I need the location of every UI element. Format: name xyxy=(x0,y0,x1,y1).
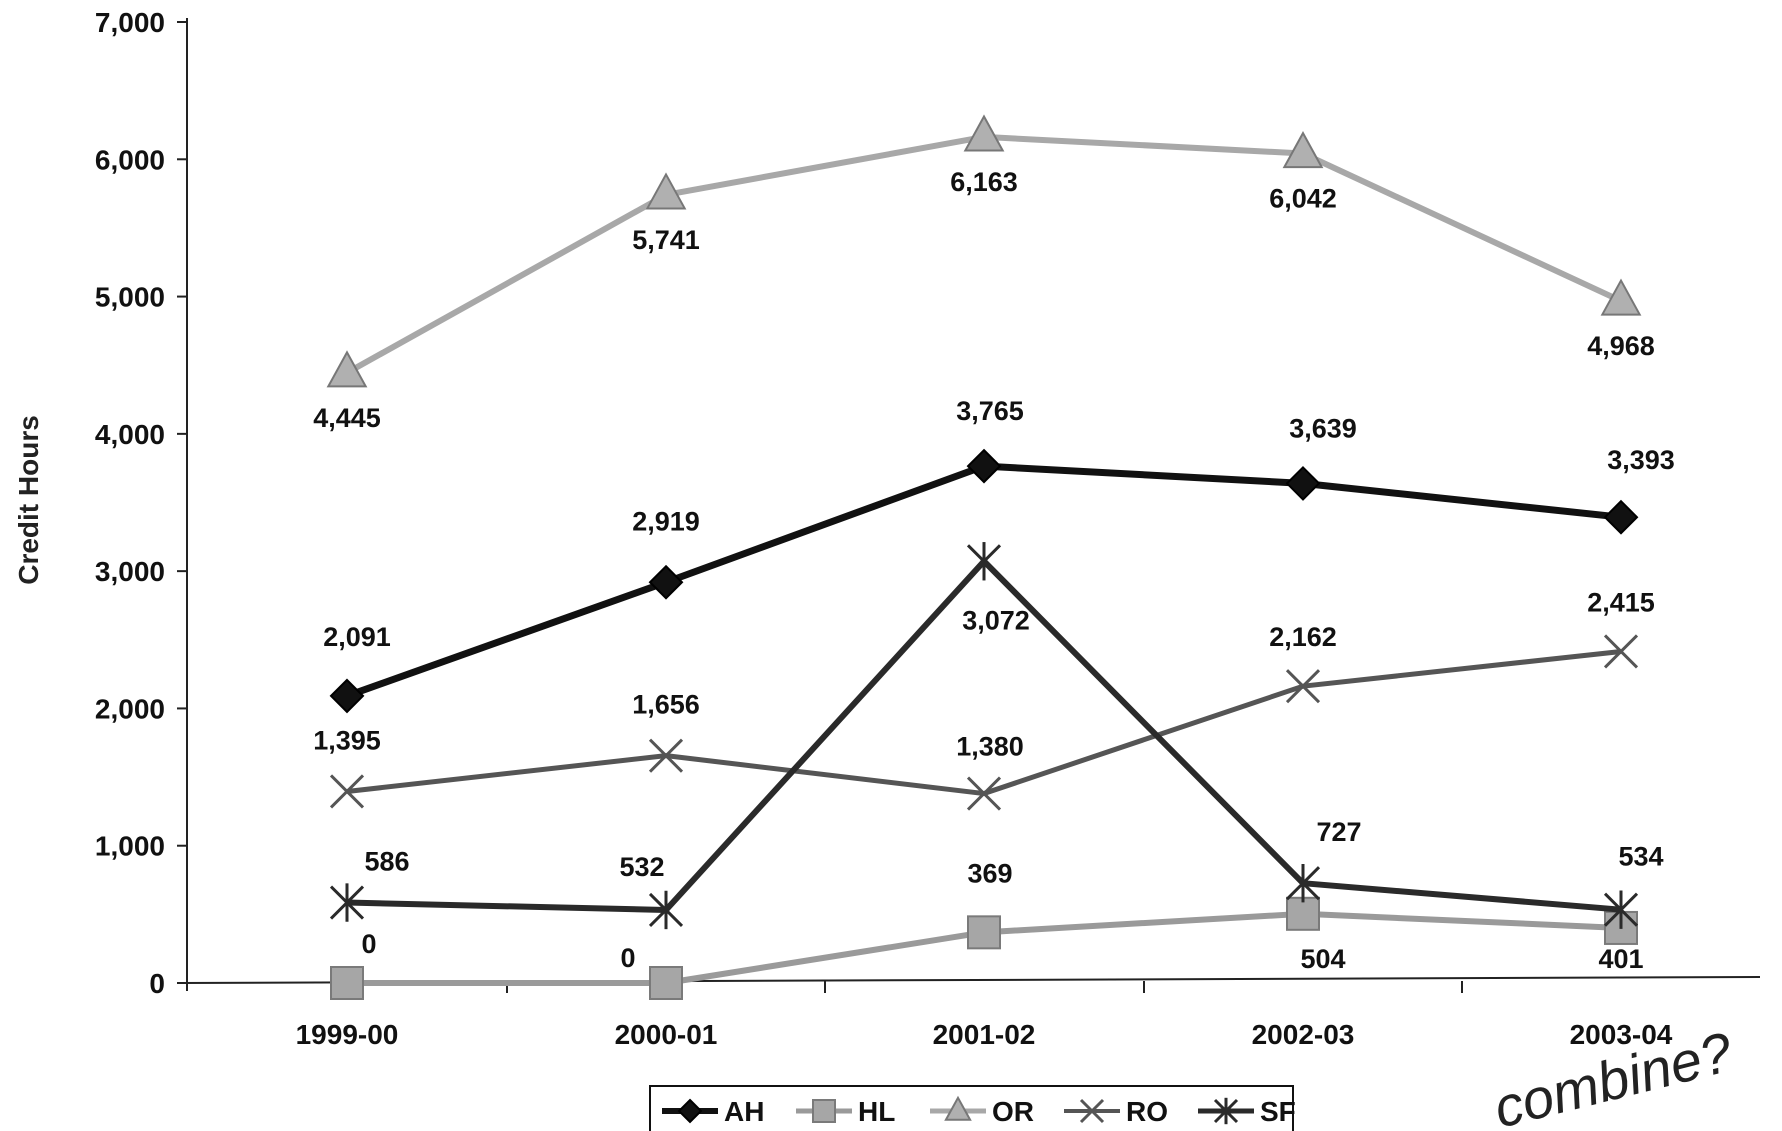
data-label-ro: 2,415 xyxy=(1587,587,1655,617)
x-marker-stroke xyxy=(1603,634,1639,669)
data-label-hl: 0 xyxy=(361,929,376,959)
series-lines xyxy=(326,114,1642,1000)
legend-marker xyxy=(944,1095,972,1121)
data-point-ah xyxy=(966,448,1002,484)
data-point-or xyxy=(326,350,368,388)
data-point-sf xyxy=(1603,890,1639,929)
data-label-or: 6,163 xyxy=(950,167,1018,197)
series-ah xyxy=(329,448,1639,714)
data-point-ah xyxy=(329,678,365,714)
data-label-hl: 401 xyxy=(1598,944,1643,974)
data-point-ro xyxy=(329,774,365,809)
legend-item-sf: SF xyxy=(1198,1096,1296,1127)
data-point-ro xyxy=(966,776,1002,811)
data-label-sf: 727 xyxy=(1316,817,1361,847)
data-label-ro: 2,162 xyxy=(1269,622,1337,652)
data-label-or: 4,445 xyxy=(313,403,381,433)
data-point-sf xyxy=(1285,863,1321,903)
x-tick-label: 1999-00 xyxy=(296,1019,399,1050)
data-label-or: 4,968 xyxy=(1587,331,1655,361)
data-point-hl xyxy=(967,915,1001,950)
data-point-hl xyxy=(649,966,683,1000)
data-label-ro: 1,380 xyxy=(956,732,1024,762)
x-tick-label: 2001-02 xyxy=(933,1019,1036,1050)
x-marker-stroke xyxy=(966,776,1002,811)
series-or xyxy=(326,114,1642,388)
data-point-ro xyxy=(1603,634,1639,669)
legend-label: RO xyxy=(1126,1096,1168,1127)
data-label-ro: 1,395 xyxy=(313,725,381,755)
x-marker-stroke xyxy=(1079,1098,1105,1124)
legend-marker xyxy=(677,1098,703,1124)
series-hl xyxy=(330,896,1638,1000)
data-point-or xyxy=(1600,278,1642,316)
data-point-ro xyxy=(1285,669,1321,704)
series-ro xyxy=(329,634,1639,811)
data-label-hl: 504 xyxy=(1300,944,1345,974)
data-label-ah: 3,393 xyxy=(1607,445,1675,475)
legend-item-ah: AH xyxy=(662,1096,764,1127)
y-tick-label: 0 xyxy=(149,968,165,999)
data-point-hl xyxy=(330,966,364,1000)
y-tick-label: 7,000 xyxy=(95,7,165,38)
data-label-sf: 534 xyxy=(1618,842,1663,872)
y-tick-label: 1,000 xyxy=(95,831,165,862)
x-tick-label: 2002-03 xyxy=(1252,1019,1355,1050)
y-axis-title: Credit Hours xyxy=(13,415,44,585)
data-label-or: 6,042 xyxy=(1269,184,1337,214)
legend-item-hl: HL xyxy=(796,1096,895,1127)
data-label-ah: 2,091 xyxy=(323,622,391,652)
data-label-sf: 586 xyxy=(364,847,409,877)
data-label-sf: 532 xyxy=(619,852,664,882)
data-point-ah xyxy=(1603,499,1639,535)
y-tick-label: 3,000 xyxy=(95,556,165,587)
legend-label: HL xyxy=(858,1096,895,1127)
series-sf xyxy=(329,542,1639,930)
data-point-hl xyxy=(1286,896,1320,931)
data-label-ro: 1,656 xyxy=(632,690,700,720)
data-point-or xyxy=(1282,131,1324,169)
y-tick-label: 5,000 xyxy=(95,282,165,313)
data-point-ah xyxy=(648,564,684,600)
x-tick-label: 2003-04 xyxy=(1570,1019,1673,1050)
data-label-ah: 3,639 xyxy=(1289,413,1357,443)
x-marker-stroke xyxy=(648,738,684,773)
legend-label: AH xyxy=(724,1096,764,1127)
x-marker-stroke xyxy=(329,774,365,809)
legend: AH HL OR RO SF xyxy=(649,1085,1296,1131)
data-point-sf xyxy=(329,883,365,922)
data-label-ah: 2,919 xyxy=(632,506,700,536)
x-tick-label: 2000-01 xyxy=(615,1019,718,1050)
data-label-hl: 369 xyxy=(967,858,1012,888)
series-line-ah xyxy=(345,462,1622,700)
legend-label: OR xyxy=(992,1096,1034,1127)
y-tick-label: 4,000 xyxy=(95,419,165,450)
data-point-ah xyxy=(1285,466,1321,501)
data-point-sf xyxy=(648,890,684,930)
legend-marker xyxy=(1079,1098,1105,1124)
data-point-ro xyxy=(648,738,684,773)
legend-marker xyxy=(1213,1097,1239,1125)
data-labels: 2,091 2,919 3,765 3,639 3,393 0 0 369 504 401 4,44… xyxy=(313,167,1675,974)
data-label-sf: 3,072 xyxy=(962,605,1030,635)
legend-marker xyxy=(812,1099,836,1123)
y-tick-label: 2,000 xyxy=(95,693,165,724)
series-line-ro xyxy=(346,648,1622,797)
data-point-or xyxy=(645,172,687,210)
x-marker-stroke xyxy=(1285,669,1321,704)
data-label-or: 5,741 xyxy=(632,225,700,255)
data-label-ah: 3,765 xyxy=(956,396,1024,426)
data-point-sf xyxy=(966,542,1002,581)
y-tick-label: 6,000 xyxy=(95,144,165,175)
legend-item-or: OR xyxy=(930,1095,1034,1127)
legend-item-ro: RO xyxy=(1064,1096,1168,1127)
data-label-hl: 0 xyxy=(620,943,635,973)
chart-axes: 0 1,000 2,000 3,000 4,000 5,000 6,000 7,000 1999… xyxy=(95,7,1761,1050)
legend-label: SF xyxy=(1260,1096,1296,1127)
data-point-or xyxy=(963,114,1005,152)
